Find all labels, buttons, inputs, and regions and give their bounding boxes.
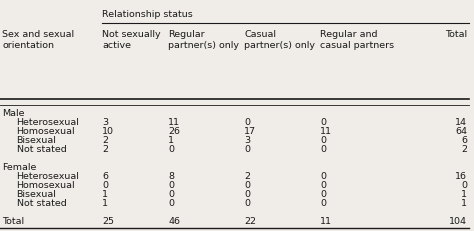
Text: 0: 0	[320, 171, 326, 180]
Text: 10: 10	[102, 127, 114, 135]
Text: Male: Male	[2, 109, 25, 118]
Text: 1: 1	[102, 198, 108, 207]
Text: 104: 104	[449, 216, 467, 225]
Text: Homosexual: Homosexual	[17, 127, 75, 135]
Text: 2: 2	[244, 171, 250, 180]
Text: Not sexually
active: Not sexually active	[102, 30, 161, 50]
Text: 1: 1	[461, 189, 467, 198]
Text: Not stated: Not stated	[17, 198, 66, 207]
Text: 3: 3	[102, 118, 108, 127]
Text: 0: 0	[320, 198, 326, 207]
Text: Not stated: Not stated	[17, 144, 66, 153]
Text: Regular
partner(s) only: Regular partner(s) only	[168, 30, 239, 50]
Text: 0: 0	[244, 118, 250, 127]
Text: 0: 0	[320, 136, 326, 144]
Text: 0: 0	[102, 180, 108, 189]
Text: Relationship status: Relationship status	[102, 10, 192, 19]
Text: 0: 0	[244, 144, 250, 153]
Text: 2: 2	[102, 144, 108, 153]
Text: 25: 25	[102, 216, 114, 225]
Text: 0: 0	[168, 198, 174, 207]
Text: 0: 0	[320, 180, 326, 189]
Text: 2: 2	[461, 144, 467, 153]
Text: Total: Total	[445, 30, 467, 39]
Text: 11: 11	[320, 127, 332, 135]
Text: Bisexual: Bisexual	[17, 189, 56, 198]
Text: 11: 11	[168, 118, 180, 127]
Text: Sex and sexual
orientation: Sex and sexual orientation	[2, 30, 74, 50]
Text: Heterosexual: Heterosexual	[17, 171, 80, 180]
Text: 6: 6	[461, 136, 467, 144]
Text: 16: 16	[455, 171, 467, 180]
Text: 0: 0	[168, 180, 174, 189]
Text: Heterosexual: Heterosexual	[17, 118, 80, 127]
Text: Female: Female	[2, 162, 37, 171]
Text: Total: Total	[2, 216, 25, 225]
Text: Homosexual: Homosexual	[17, 180, 75, 189]
Text: 0: 0	[244, 198, 250, 207]
Text: 0: 0	[244, 180, 250, 189]
Text: 2: 2	[102, 136, 108, 144]
Text: 11: 11	[320, 216, 332, 225]
Text: 8: 8	[168, 171, 174, 180]
Text: 26: 26	[168, 127, 180, 135]
Text: 0: 0	[168, 144, 174, 153]
Text: 22: 22	[244, 216, 256, 225]
Text: 14: 14	[455, 118, 467, 127]
Text: 0: 0	[320, 118, 326, 127]
Text: 1: 1	[102, 189, 108, 198]
Text: 0: 0	[320, 189, 326, 198]
Text: Bisexual: Bisexual	[17, 136, 56, 144]
Text: 0: 0	[244, 189, 250, 198]
Text: 17: 17	[244, 127, 256, 135]
Text: 6: 6	[102, 171, 108, 180]
Text: 0: 0	[461, 180, 467, 189]
Text: 1: 1	[168, 136, 174, 144]
Text: 64: 64	[455, 127, 467, 135]
Text: 46: 46	[168, 216, 180, 225]
Text: 3: 3	[244, 136, 250, 144]
Text: Casual
partner(s) only: Casual partner(s) only	[244, 30, 315, 50]
Text: 0: 0	[168, 189, 174, 198]
Text: 1: 1	[461, 198, 467, 207]
Text: 0: 0	[320, 144, 326, 153]
Text: Regular and
casual partners: Regular and casual partners	[320, 30, 394, 50]
